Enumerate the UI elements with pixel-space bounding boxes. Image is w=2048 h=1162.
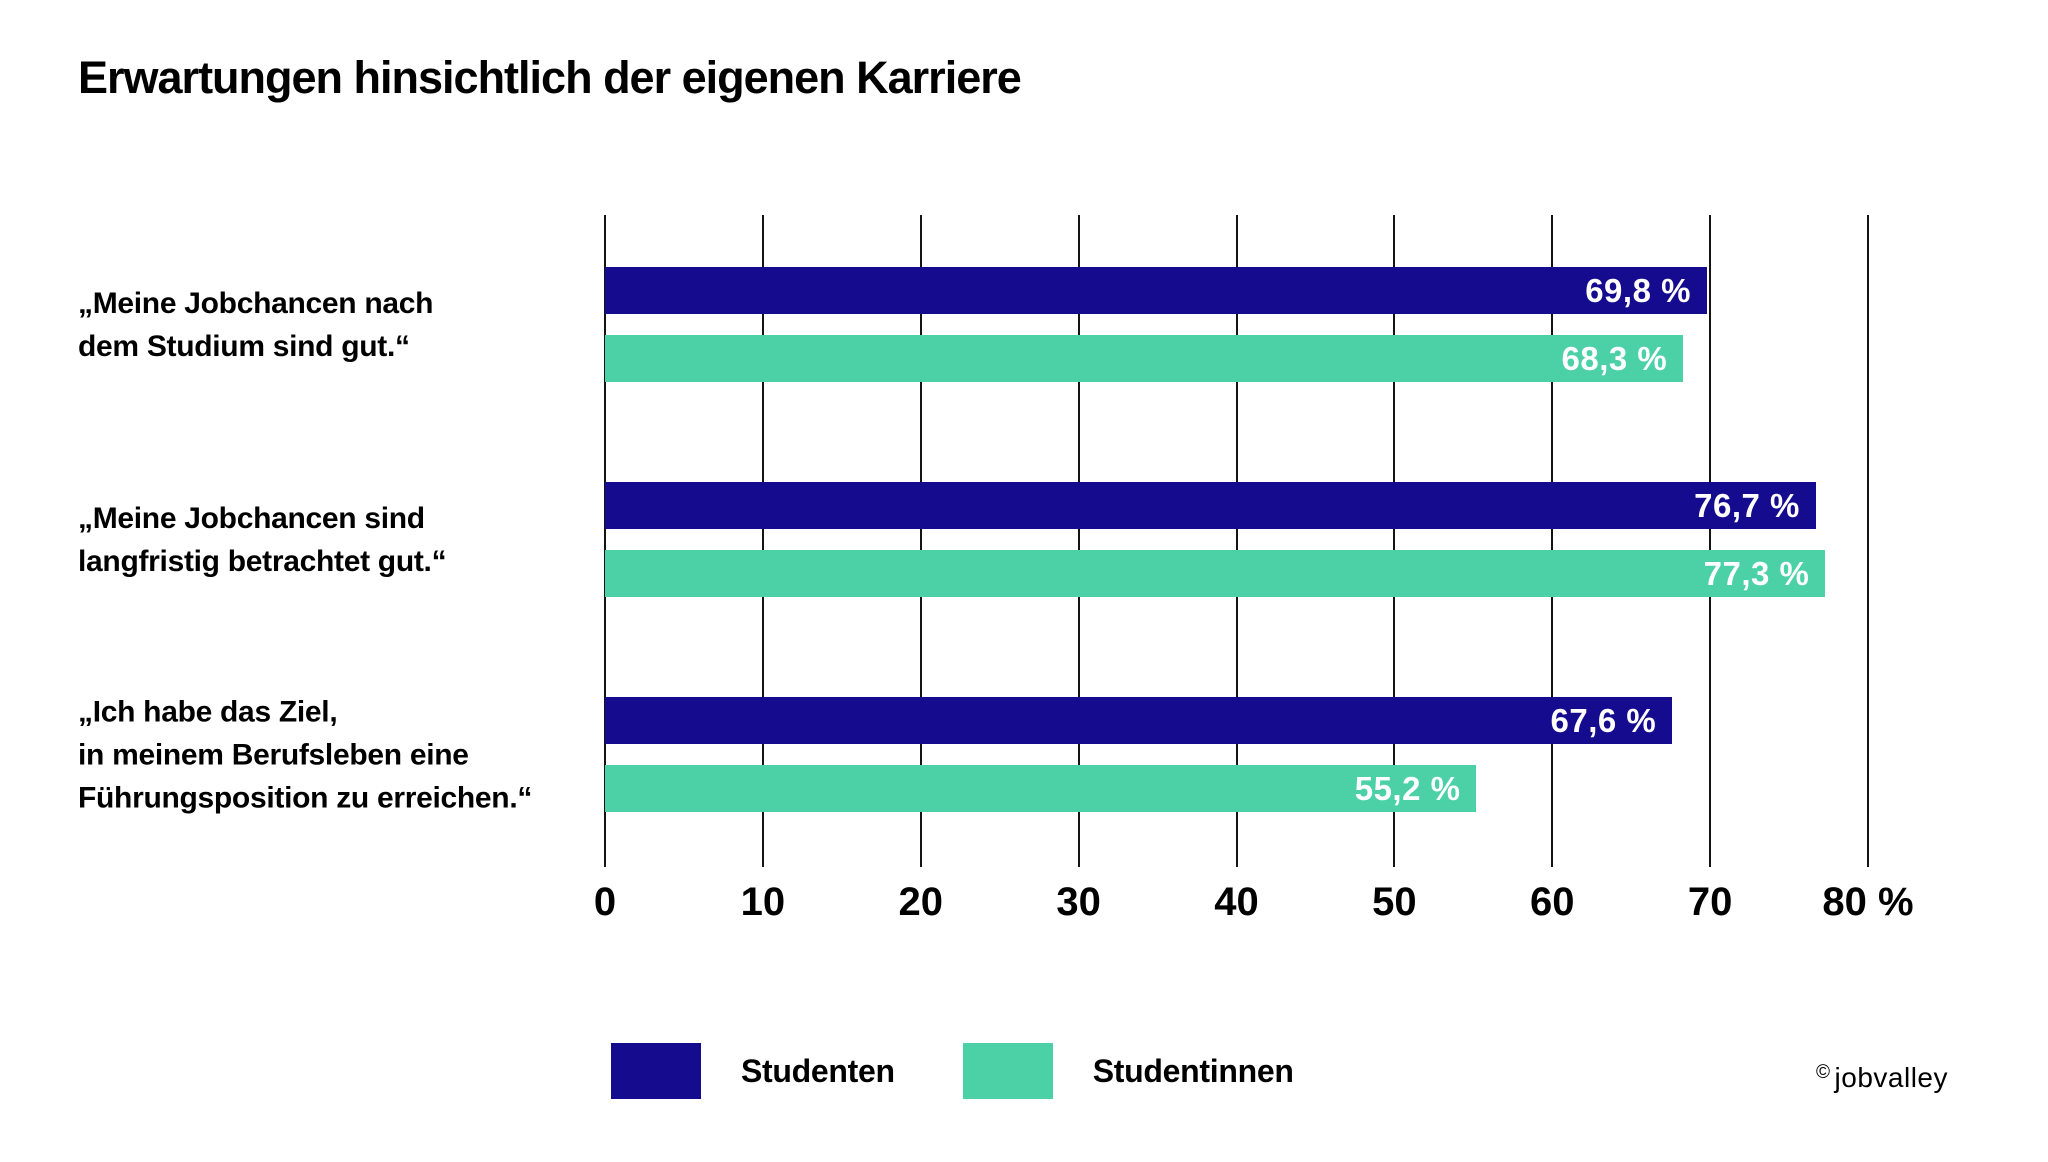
gridline (1235, 215, 1238, 867)
legend-swatch-studentinnen (962, 1043, 1053, 1099)
category-label-line: Führungsposition zu erreichen.“ (78, 781, 533, 814)
bar-studenten-1: 76,7 % (605, 482, 1816, 529)
gridline (761, 215, 764, 867)
bar-studentinnen-0: 68,3 % (605, 335, 1684, 382)
category-label: „Meine Jobchancen nach dem Studium sind g… (78, 282, 618, 368)
legend: Studenten Studentinnen (611, 1043, 1294, 1099)
gridline (919, 215, 922, 867)
bar-studentinnen-2: 55,2 % (605, 765, 1477, 812)
legend-item-studenten: Studenten (611, 1043, 895, 1099)
chart-title: Erwartungen hinsichtlich der eigenen Kar… (78, 52, 1022, 103)
legend-item-studentinnen: Studentinnen (962, 1043, 1294, 1099)
x-tick-label: 20 (898, 880, 944, 924)
category-label-line: „Meine Jobchancen sind (78, 501, 425, 535)
legend-swatch-studenten (611, 1043, 701, 1099)
x-tick-label: 50 (1372, 880, 1417, 924)
legend-label-studenten: Studenten (741, 1052, 895, 1089)
x-tick-label: 70 (1687, 880, 1733, 924)
gridline (1709, 215, 1712, 867)
x-tick-label: 0 (593, 880, 617, 924)
gridline (1077, 215, 1080, 867)
x-tick-label: 60 (1530, 880, 1575, 924)
credit-name: jobvalley (1834, 1062, 1948, 1093)
category-label-line: „Ich habe das Ziel, (78, 695, 338, 728)
gridline (1867, 215, 1869, 867)
bar-value-label: 67,6 % (1550, 701, 1657, 739)
plot-area: 69,8 % 76,7 % 67,6 % 68,3 % 77,3 % 55,2 % (604, 215, 1869, 867)
gridline (1393, 215, 1396, 867)
category-label-line: „Meine Jobchancen nach (78, 286, 434, 320)
category-label: „Meine Jobchancen sind langfristig betrac… (78, 497, 618, 583)
gridline (1551, 215, 1554, 867)
x-tick-label: 30 (1056, 880, 1101, 924)
bar-studenten-2: 67,6 % (605, 697, 1673, 744)
bar-value-label: 69,8 % (1585, 271, 1691, 309)
bar-value-label: 77,3 % (1703, 554, 1810, 592)
legend-label-studentinnen: Studentinnen (1092, 1052, 1294, 1089)
bar-value-label: 68,3 % (1561, 339, 1668, 377)
category-label-line: langfristig betrachtet gut.“ (78, 544, 447, 578)
copyright-symbol: © (1816, 1062, 1831, 1083)
gridline (604, 215, 606, 867)
x-tick-label: 40 (1214, 880, 1259, 924)
credit: © jobvalley (1816, 1062, 1948, 1094)
category-label-line: in meinem Berufsleben eine (78, 738, 469, 771)
x-tick-label: 10 (740, 880, 786, 924)
category-label: „Ich habe das Ziel, in meinem Berufsleben… (78, 690, 618, 819)
x-tick-label: 80 % (1822, 880, 1914, 924)
bar-value-label: 76,7 % (1694, 486, 1800, 524)
bar-studentinnen-1: 77,3 % (605, 550, 1826, 597)
bar-studenten-0: 69,8 % (605, 267, 1707, 314)
bar-value-label: 55,2 % (1354, 769, 1461, 807)
category-label-line: dem Studium sind gut.“ (78, 329, 410, 363)
